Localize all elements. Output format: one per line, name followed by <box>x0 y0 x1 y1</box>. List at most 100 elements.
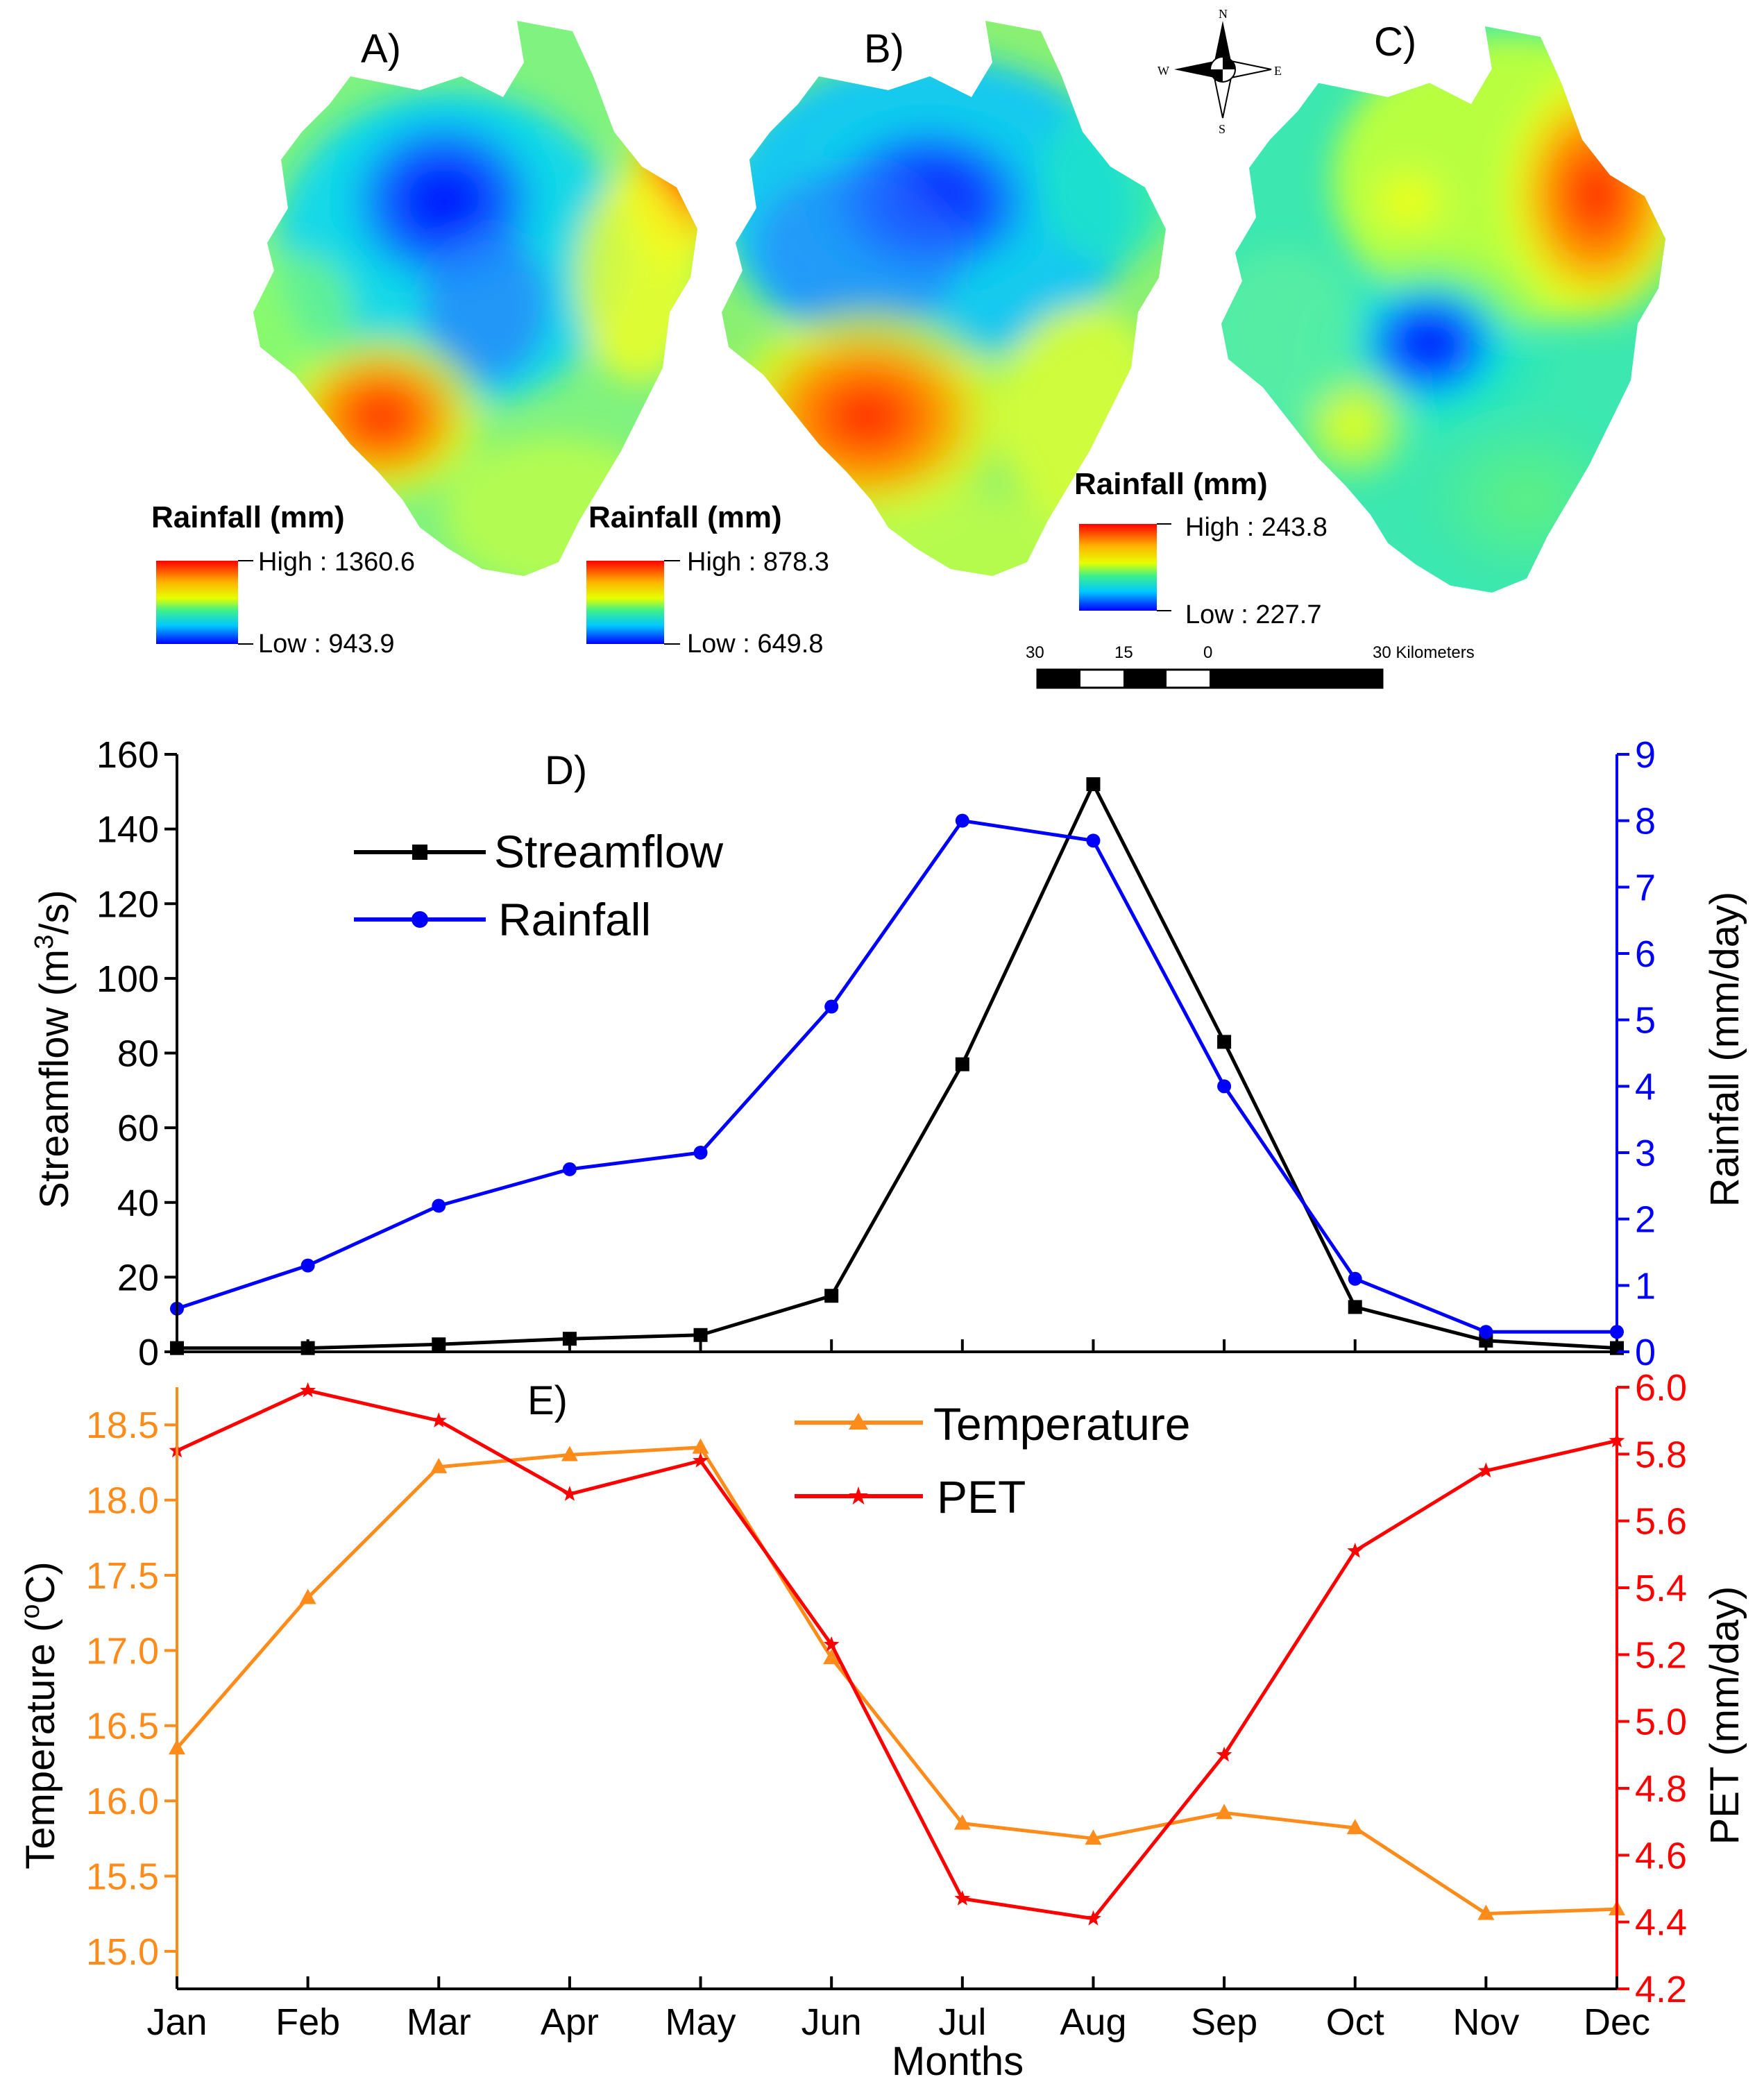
scale-label-0: 30 <box>1026 643 1044 662</box>
map-a-high-label: High : 1360.6 <box>258 548 415 577</box>
chart-e-x-tick-label: Apr <box>541 2001 599 2043</box>
chart-e-pet-point <box>693 1452 709 1468</box>
legend-pet-label: PET <box>937 1471 1026 1523</box>
chart-d-panel-label: D) <box>545 748 587 793</box>
chart-e-axes: 15.0 15.5 16.0 16.5 17.0 17.5 18.0 18.5 4.2 4.4 4.… <box>86 1367 1687 2043</box>
chart-d-axes: 0 20 40 60 80 100 120 140 160 0 1 2 3 4 5 6 7 8 9 <box>96 734 1656 1373</box>
chart-d-streamflow-point <box>693 1328 708 1342</box>
map-b-legend-title: Rainfall (mm) <box>588 500 782 534</box>
chart-d-right-tick-label: 8 <box>1635 801 1656 842</box>
chart-d-streamflow-point <box>1348 1300 1362 1314</box>
chart-e-x-tick-label: Dec <box>1584 2001 1650 2043</box>
chart-e-right-tick-label: 5.4 <box>1635 1568 1687 1609</box>
chart-d-left-tick-label: 140 <box>96 809 159 851</box>
chart-d-rainfall-line <box>176 819 1617 1334</box>
chart-e-pet-point <box>954 1890 971 1906</box>
legend-rainfall-marker <box>412 911 428 928</box>
chart-e-panel-label: E) <box>527 1378 568 1423</box>
chart-e-pet-point <box>1478 1462 1494 1478</box>
map-a-legend: Rainfall (mm) High : 1360.6 Low : 943.9 <box>151 500 415 659</box>
map-c-label: C) <box>1374 19 1416 65</box>
chart-d-legend: Streamflow Rainfall <box>354 826 723 945</box>
chart-e-temperature-point <box>430 1457 448 1473</box>
map-c-high-label: High : 243.8 <box>1185 513 1328 542</box>
chart-e-pet-point <box>1216 1746 1232 1762</box>
scale-label-1: 15 <box>1114 643 1133 662</box>
chart-e: E) 15.0 15.5 16.0 16.5 17.0 17.5 18.0 18.5 4.2 4.… <box>16 1367 1747 2077</box>
chart-e-right-tick-label: 5.0 <box>1635 1702 1687 1743</box>
chart-e-x-tick-label: Mar <box>407 2001 471 2043</box>
compass-n: N <box>1219 7 1228 21</box>
chart-e-x-tick-label: Oct <box>1326 2001 1384 2043</box>
chart-e-x-tick-label: Jul <box>938 2001 986 2043</box>
chart-e-pet-point <box>561 1486 578 1501</box>
compass-w: W <box>1157 64 1169 78</box>
chart-d-streamflow-line <box>177 782 1618 1350</box>
chart-e-temperature-point <box>953 1814 971 1830</box>
chart-e-right-tick-label: 6.0 <box>1635 1367 1687 1409</box>
chart-d-left-tick-label: 120 <box>96 883 159 925</box>
chart-e-temperature-point <box>692 1438 709 1454</box>
compass-e: E <box>1274 64 1282 78</box>
chart-d-right-tick-label: 3 <box>1635 1133 1656 1174</box>
chart-e-pet-point <box>430 1412 447 1427</box>
chart-d-right-axis-title: Rainfall (mm/day) <box>1702 892 1747 1207</box>
map-c-low-label: Low : 227.7 <box>1185 600 1321 629</box>
chart-e-left-tick-label: 18.5 <box>86 1405 159 1446</box>
chart-d-left-title-sup: 3 <box>30 935 59 949</box>
chart-e-left-tick-label: 15.5 <box>86 1856 159 1897</box>
chart-d-rainfall-point <box>693 1146 708 1160</box>
chart-e-x-tick-label: May <box>665 2001 736 2043</box>
chart-e-right-tick-label: 5.2 <box>1635 1634 1687 1676</box>
chart-d-streamflow-point <box>562 1332 577 1346</box>
legend-pet-marker: ★ <box>847 1482 870 1510</box>
chart-d-streamflow-point <box>824 1289 839 1303</box>
chart-d-rainfall-point <box>1479 1325 1493 1339</box>
chart-e-left-title-post: C) <box>18 1561 63 1604</box>
chart-e-x-tick-label: Feb <box>275 2001 340 2043</box>
chart-d-rainfall-point <box>1348 1271 1362 1286</box>
map-b-legend: Rainfall (mm) High : 878.3 Low : 649.8 <box>586 500 829 659</box>
chart-e-x-axis-title: Months <box>892 2039 1024 2077</box>
chart-e-x-tick-label: Aug <box>1060 2001 1126 2043</box>
legend-temperature-label: Temperature <box>933 1398 1191 1450</box>
scale-label-3: 30 Kilometers <box>1373 643 1475 662</box>
map-c-color-ramp <box>1079 524 1157 611</box>
chart-d-left-title-pre: Streamflow (m <box>32 949 77 1209</box>
chart-e-pet-point <box>823 1636 840 1652</box>
chart-e-left-tick-label: 16.5 <box>86 1706 159 1747</box>
chart-e-series <box>169 1382 1625 1926</box>
chart-d-streamflow-point <box>955 1057 969 1071</box>
chart-d-right-tick-label: 0 <box>1635 1332 1656 1373</box>
legend-temperature-marker <box>849 1413 868 1430</box>
chart-e-pet-point <box>1085 1910 1101 1926</box>
chart-e-temperature-line <box>176 1446 1618 1916</box>
chart-e-temperature-point <box>1216 1804 1233 1820</box>
chart-d-left-tick-label: 40 <box>117 1182 159 1224</box>
map-a-legend-title: Rainfall (mm) <box>151 500 345 534</box>
chart-e-left-title-pre: Temperature ( <box>18 1619 63 1870</box>
chart-d-left-axis-title: Streamflow (m3/s) <box>30 890 77 1208</box>
map-c-legend: Rainfall (mm) High : 243.8 Low : 227.7 <box>1074 467 1328 629</box>
chart-e-temperature-point <box>1085 1829 1102 1845</box>
chart-d-streamflow-point <box>1086 777 1101 792</box>
chart-e-pet-line <box>176 1389 1618 1921</box>
legend-streamflow-marker <box>412 845 427 860</box>
chart-d-left-tick-label: 160 <box>96 734 159 776</box>
chart-d-rainfall-point <box>300 1258 315 1273</box>
chart-e-pet-point <box>1347 1543 1364 1558</box>
chart-d-right-tick-label: 5 <box>1635 1000 1656 1042</box>
chart-e-left-tick-label: 16.0 <box>86 1781 159 1822</box>
map-a-color-ramp <box>156 561 238 644</box>
map-b-low-label: Low : 649.8 <box>687 629 823 659</box>
chart-d-left-title-post: /s) <box>32 890 77 934</box>
chart-e-right-tick-label: 4.8 <box>1635 1768 1687 1810</box>
map-c-legend-title: Rainfall (mm) <box>1074 467 1268 501</box>
map-b-high-label: High : 878.3 <box>687 548 829 577</box>
chart-e-pet-point <box>300 1382 316 1398</box>
chart-e-right-tick-label: 4.2 <box>1635 1969 1687 2010</box>
chart-d-rainfall-point <box>1217 1079 1232 1094</box>
chart-e-x-tick-label: Nov <box>1452 2001 1519 2043</box>
chart-d-right-tick-label: 6 <box>1635 933 1656 975</box>
